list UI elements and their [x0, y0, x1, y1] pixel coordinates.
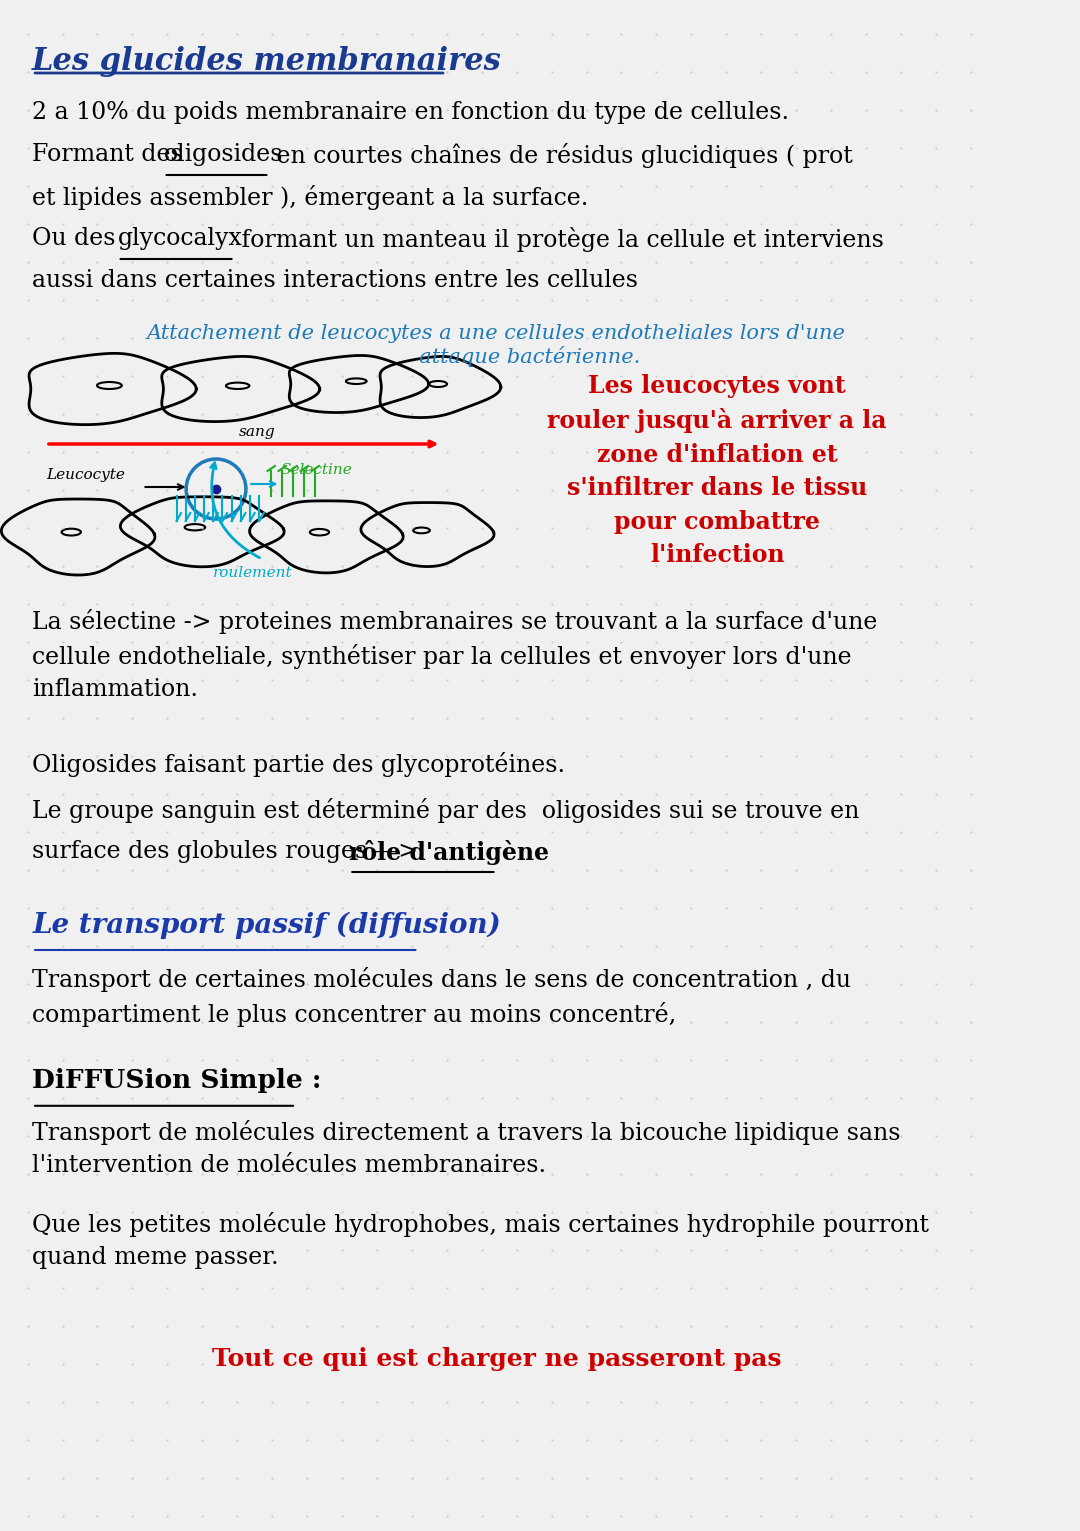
Text: formant un manteau il protège la cellule et interviens: formant un manteau il protège la cellule… — [234, 227, 885, 253]
Text: Ou des: Ou des — [32, 227, 123, 250]
Text: La sélectine -> proteines membranaires se trouvant a la surface d'une
cellule en: La sélectine -> proteines membranaires s… — [32, 609, 878, 701]
Text: roulement: roulement — [213, 566, 293, 580]
Text: Transport de molécules directement a travers la bicouche lipidique sans
l'interv: Transport de molécules directement a tra… — [32, 1119, 901, 1177]
Text: sang: sang — [239, 426, 275, 439]
Text: DiFFUSion Simple :: DiFFUSion Simple : — [32, 1067, 322, 1093]
Text: Selectine: Selectine — [281, 462, 352, 478]
Text: Les leucocytes vont
rouler jusqu'à arriver a la
zone d'inflation et
s'infiltrer : Les leucocytes vont rouler jusqu'à arriv… — [548, 374, 887, 566]
Text: en courtes chaînes de résidus glucidiques ( prot: en courtes chaînes de résidus glucidique… — [269, 142, 853, 168]
Text: Oligosides faisant partie des glycoprotéines.: Oligosides faisant partie des glycoproté… — [32, 752, 565, 776]
Text: Tout ce qui est charger ne passeront pas: Tout ce qui est charger ne passeront pas — [212, 1347, 781, 1370]
Text: Que les petites molécule hydrophobes, mais certaines hydrophile pourront
quand m: Que les petites molécule hydrophobes, ma… — [32, 1213, 929, 1269]
Text: Attachement de leucocytes a une cellules endotheliales lors d'une
          atta: Attachement de leucocytes a une cellules… — [147, 325, 846, 367]
Text: glycocalyx: glycocalyx — [118, 227, 242, 250]
Text: Formant des: Formant des — [32, 142, 190, 165]
Text: Le transport passif (diffusion): Le transport passif (diffusion) — [32, 912, 501, 940]
Text: et lipides assembler ), émergeant a la surface.: et lipides assembler ), émergeant a la s… — [32, 185, 589, 210]
Text: oligosides: oligosides — [164, 142, 283, 165]
Text: Le groupe sanguin est déterminé par des  oligosides sui se trouve en: Le groupe sanguin est déterminé par des … — [32, 798, 860, 824]
Text: Les glucides membranaires: Les glucides membranaires — [32, 46, 502, 77]
Text: Transport de certaines molécules dans le sens de concentration , du
compartiment: Transport de certaines molécules dans le… — [32, 968, 851, 1027]
Text: rôle d'antigène: rôle d'antigène — [349, 841, 550, 865]
Text: Leucocyte: Leucocyte — [46, 468, 125, 482]
Text: surface des globules rouges —>: surface des globules rouges —> — [32, 841, 426, 863]
Text: aussi dans certaines interactions entre les cellules: aussi dans certaines interactions entre … — [32, 269, 638, 292]
Text: 2 a 10% du poids membranaire en fonction du type de cellules.: 2 a 10% du poids membranaire en fonction… — [32, 101, 789, 124]
